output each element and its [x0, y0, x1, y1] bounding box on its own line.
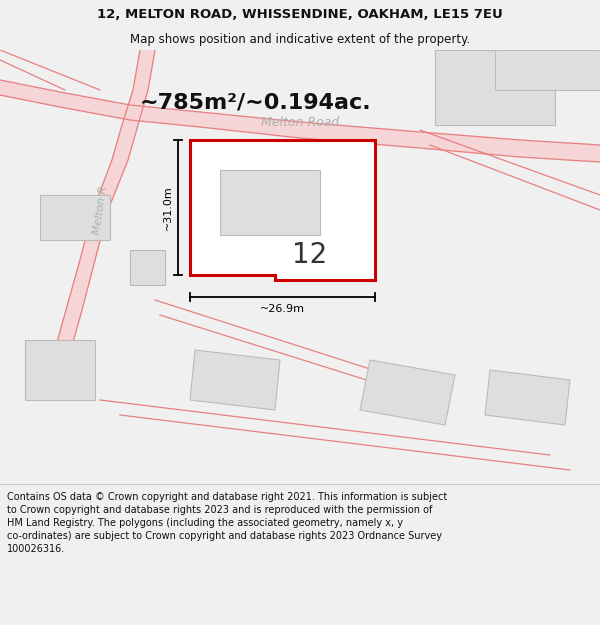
Polygon shape [130, 250, 165, 285]
Text: 12, MELTON ROAD, WHISSENDINE, OAKHAM, LE15 7EU: 12, MELTON ROAD, WHISSENDINE, OAKHAM, LE… [97, 8, 503, 21]
Text: Contains OS data © Crown copyright and database right 2021. This information is : Contains OS data © Crown copyright and d… [7, 492, 448, 554]
Polygon shape [360, 360, 455, 425]
Polygon shape [220, 170, 320, 235]
Text: Melton Road: Melton Road [261, 116, 339, 129]
Text: 12: 12 [292, 241, 328, 269]
Text: ~26.9m: ~26.9m [260, 304, 305, 314]
Polygon shape [0, 80, 600, 162]
Text: Melton R: Melton R [92, 185, 109, 235]
Polygon shape [52, 50, 155, 360]
Polygon shape [25, 340, 95, 400]
Polygon shape [435, 50, 555, 125]
Polygon shape [495, 50, 600, 90]
Polygon shape [40, 195, 110, 240]
Polygon shape [485, 370, 570, 425]
Text: Map shows position and indicative extent of the property.: Map shows position and indicative extent… [130, 32, 470, 46]
Text: ~785m²/~0.194ac.: ~785m²/~0.194ac. [139, 92, 371, 112]
Polygon shape [190, 140, 375, 280]
Text: ~31.0m: ~31.0m [163, 185, 173, 230]
Polygon shape [190, 350, 280, 410]
